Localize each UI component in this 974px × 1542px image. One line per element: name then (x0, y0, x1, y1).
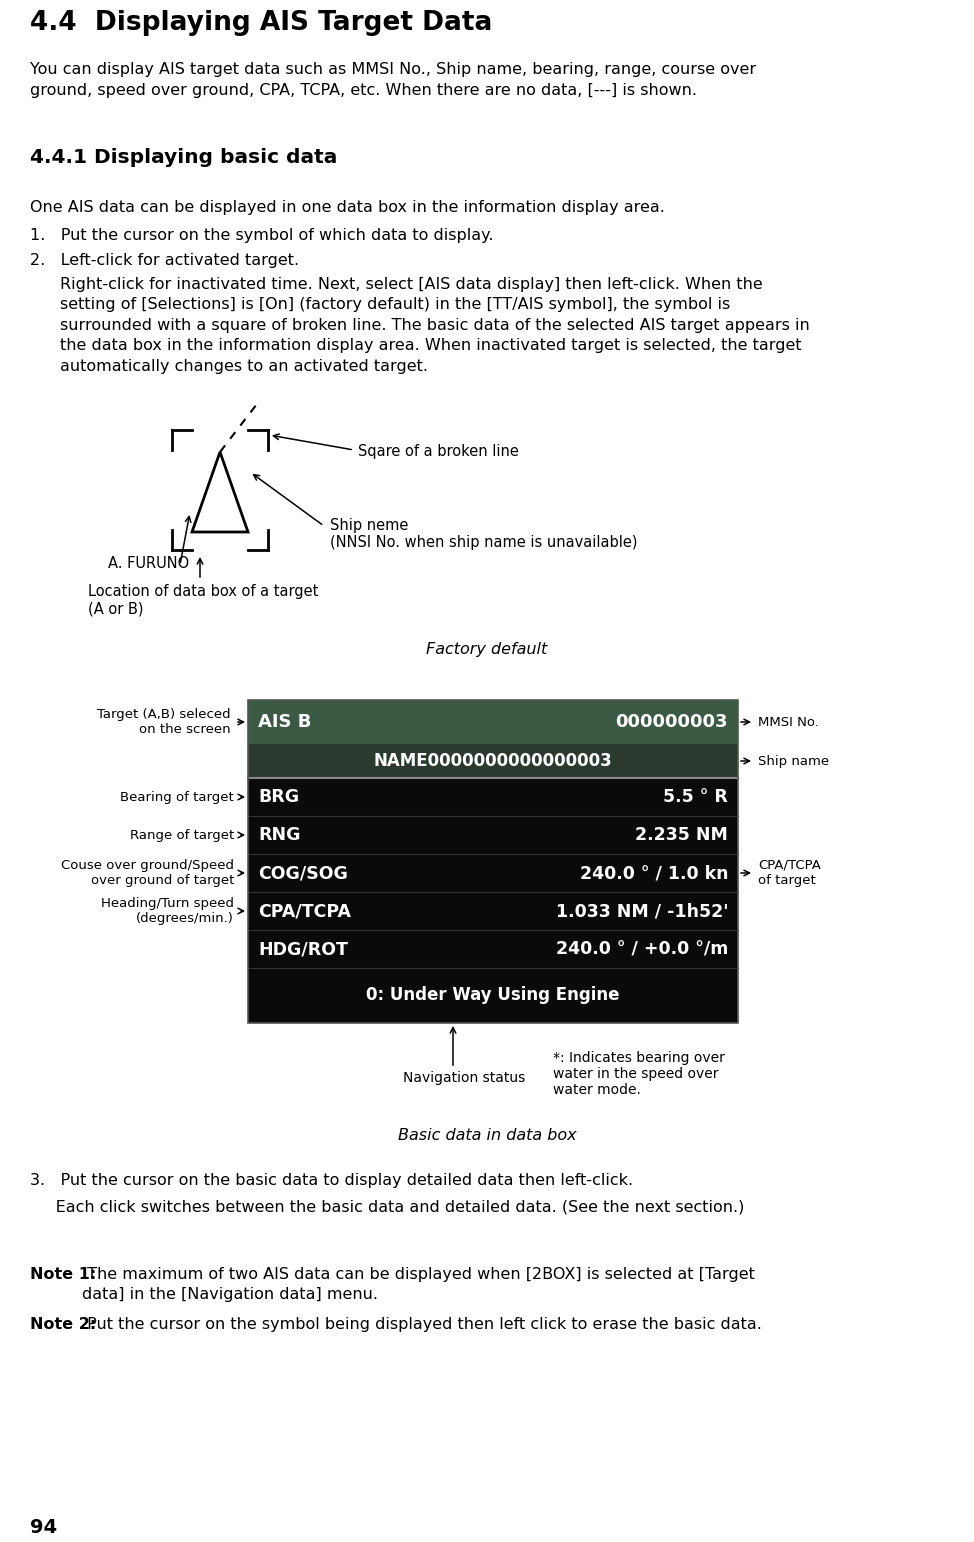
Text: BRG: BRG (258, 788, 299, 806)
Text: A. FURUNO: A. FURUNO (108, 557, 189, 571)
Text: Note 1:: Note 1: (30, 1268, 96, 1281)
Text: 000000003: 000000003 (616, 712, 728, 731)
Bar (248, 700, 738, 743)
Text: AIS B: AIS B (258, 712, 312, 731)
Text: Sqare of a broken line: Sqare of a broken line (358, 444, 519, 460)
Text: MMSI No.: MMSI No. (758, 715, 819, 728)
Text: Ship name: Ship name (758, 754, 829, 768)
Text: Bearing of target: Bearing of target (120, 791, 234, 803)
Text: You can display AIS target data such as MMSI No., Ship name, bearing, range, cou: You can display AIS target data such as … (30, 62, 756, 99)
Text: 0: Under Way Using Engine: 0: Under Way Using Engine (366, 987, 619, 1004)
Text: 3.   Put the cursor on the basic data to display detailed data then left-click.: 3. Put the cursor on the basic data to d… (30, 1173, 633, 1187)
Text: CPA/TCPA: CPA/TCPA (258, 902, 351, 921)
Text: NAME0000000000000003: NAME0000000000000003 (374, 752, 613, 769)
Text: The maximum of two AIS data can be displayed when [2BOX] is selected at [Target
: The maximum of two AIS data can be displ… (82, 1268, 755, 1303)
Text: Put the cursor on the symbol being displayed then left click to erase the basic : Put the cursor on the symbol being displ… (82, 1317, 762, 1332)
Text: 5.5 ° R: 5.5 ° R (663, 788, 728, 806)
Text: Heading/Turn speed
(degrees/min.): Heading/Turn speed (degrees/min.) (101, 897, 234, 925)
Text: Ship neme
(NNSI No. when ship name is unavailable): Ship neme (NNSI No. when ship name is un… (330, 518, 638, 550)
Bar (248, 743, 738, 779)
Text: 1.033 NM / -1h52': 1.033 NM / -1h52' (555, 902, 728, 921)
Text: 240.0 ° / +0.0 °/m: 240.0 ° / +0.0 °/m (555, 941, 728, 958)
Text: Target (A,B) seleced
on the screen: Target (A,B) seleced on the screen (97, 708, 231, 736)
Text: 2.   Left-click for activated target.: 2. Left-click for activated target. (30, 253, 299, 268)
Text: 240.0 ° / 1.0 kn: 240.0 ° / 1.0 kn (580, 864, 728, 882)
Text: CPA/TCPA
of target: CPA/TCPA of target (758, 859, 821, 887)
Text: 1.   Put the cursor on the symbol of which data to display.: 1. Put the cursor on the symbol of which… (30, 228, 494, 244)
Text: 4.4  Displaying AIS Target Data: 4.4 Displaying AIS Target Data (30, 9, 493, 35)
Bar (248, 968, 738, 1022)
Text: RNG: RNG (258, 827, 301, 843)
Text: Note 2:: Note 2: (30, 1317, 96, 1332)
Text: COG/SOG: COG/SOG (258, 864, 348, 882)
Text: Right-click for inactivated time. Next, select [AIS data display] then left-clic: Right-click for inactivated time. Next, … (60, 278, 809, 373)
Text: Each click switches between the basic data and detailed data. (See the next sect: Each click switches between the basic da… (30, 1200, 744, 1214)
Text: Navigation status: Navigation status (403, 1072, 525, 1086)
Text: Basic data in data box: Basic data in data box (397, 1129, 577, 1143)
Text: Factory default: Factory default (427, 641, 547, 657)
Bar (248, 700, 738, 1022)
Bar (248, 700, 738, 1022)
Text: HDG/ROT: HDG/ROT (258, 941, 348, 958)
Text: One AIS data can be displayed in one data box in the information display area.: One AIS data can be displayed in one dat… (30, 200, 665, 214)
Text: Location of data box of a target
(A or B): Location of data box of a target (A or B… (88, 584, 318, 617)
Text: *: Indicates bearing over
water in the speed over
water mode.: *: Indicates bearing over water in the s… (553, 1052, 725, 1098)
Text: 2.235 NM: 2.235 NM (635, 827, 728, 843)
Text: Couse over ground/Speed
over ground of target: Couse over ground/Speed over ground of t… (61, 859, 234, 887)
Text: 4.4.1 Displaying basic data: 4.4.1 Displaying basic data (30, 148, 337, 167)
Text: Range of target: Range of target (130, 828, 234, 842)
Text: 94: 94 (30, 1517, 57, 1537)
